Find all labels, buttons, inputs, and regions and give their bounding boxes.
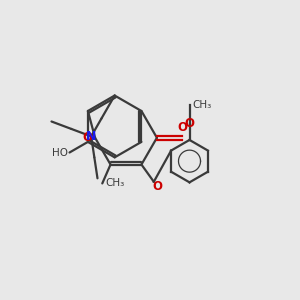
Text: O: O: [82, 131, 92, 144]
Text: N: N: [86, 130, 96, 143]
Text: O: O: [184, 117, 194, 130]
Text: O: O: [152, 180, 162, 193]
Text: O: O: [177, 121, 187, 134]
Text: HO: HO: [52, 148, 68, 158]
Text: CH₃: CH₃: [193, 100, 212, 110]
Text: CH₃: CH₃: [106, 178, 125, 188]
